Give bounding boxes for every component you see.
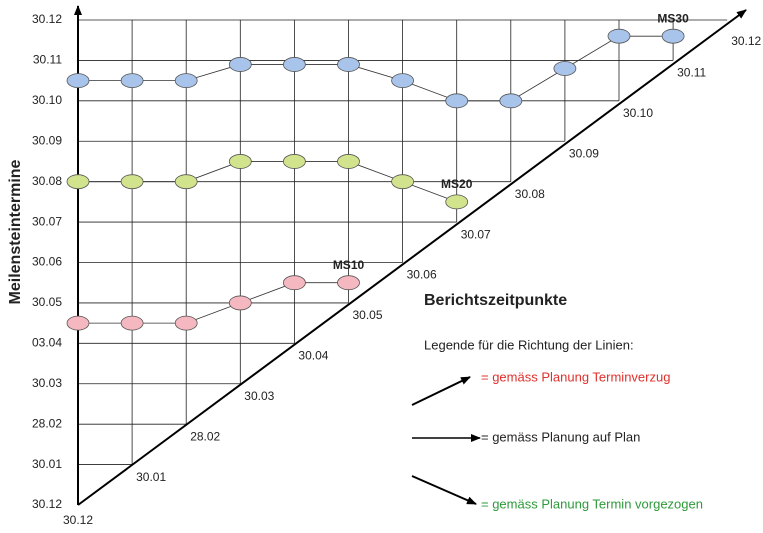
data-point	[282, 154, 306, 169]
x-tick-label: 30.01	[136, 470, 166, 484]
y-tick-label: 30.05	[32, 295, 62, 309]
series-label: MS30	[657, 11, 689, 25]
series-line	[78, 35, 674, 102]
data-point	[337, 154, 360, 169]
legend-arrow-down	[411, 475, 477, 505]
x-tick-label: 28.02	[190, 429, 220, 443]
y-tick-label: 30.06	[32, 255, 62, 269]
x-tick-label: 30.12	[731, 34, 761, 48]
data-point	[553, 61, 577, 76]
data-point	[120, 174, 144, 190]
legend-title: Legende für die Richtung der Linien:	[424, 337, 634, 352]
x-tick-label: 30.06	[407, 268, 437, 282]
data-point	[282, 275, 306, 291]
legend-text: = gemäss Planung auf Plan	[481, 429, 640, 444]
legend-text: = gemäss Planung Terminverzug	[481, 369, 670, 384]
x-tick-label: 30.04	[298, 349, 328, 363]
data-point	[66, 174, 90, 190]
y-tick-label: 28.02	[32, 416, 62, 430]
data-point	[228, 57, 252, 72]
x-tick-label: 30.03	[244, 389, 274, 403]
data-point	[391, 73, 415, 89]
data-point	[66, 73, 90, 89]
data-point	[445, 194, 469, 210]
x-tick-label: 30.07	[461, 227, 491, 241]
y-tick-label: 30.12	[32, 12, 62, 26]
series-label: MS20	[441, 177, 473, 191]
data-point	[120, 73, 144, 89]
y-tick-label: 30.01	[32, 457, 62, 471]
data-point	[174, 315, 198, 331]
y-tick-label: 30.03	[32, 376, 62, 390]
data-point	[661, 28, 685, 44]
x-axis	[77, 9, 747, 506]
data-point	[391, 174, 415, 190]
x-tick-label: 30.05	[353, 308, 383, 322]
x-tick-label: 30.08	[515, 187, 545, 201]
y-tick-label: 30.08	[32, 174, 62, 188]
y-tick-label: 30.09	[32, 133, 62, 147]
data-point	[120, 315, 144, 331]
data-point	[228, 154, 252, 169]
y-tick-label: 30.10	[32, 93, 62, 107]
data-point	[337, 275, 360, 291]
data-point	[174, 174, 198, 190]
x-tick-label: 30.12	[63, 513, 93, 527]
series-label: MS10	[333, 258, 365, 272]
y-tick-label: 30.11	[33, 53, 62, 67]
data-point	[607, 28, 631, 44]
x-tick-label: 30.11	[677, 66, 706, 80]
data-point	[228, 295, 252, 311]
data-point	[445, 93, 469, 109]
x-tick-label: 30.10	[623, 106, 653, 120]
data-point	[174, 73, 198, 89]
data-point	[337, 57, 360, 72]
y-tick-label: 30.12	[32, 497, 62, 511]
y-axis-label: Meilensteintermine	[7, 159, 24, 304]
x-axis-label: Berichtszeitpunkte	[424, 292, 567, 309]
y-tick-label: 30.07	[32, 214, 62, 228]
legend-arrow-up	[411, 376, 471, 406]
x-tick-label: 30.09	[569, 146, 599, 160]
y-tick-label: 03.04	[32, 336, 62, 350]
data-point	[499, 93, 523, 109]
data-point	[282, 57, 306, 72]
data-point	[66, 315, 90, 331]
legend-text: = gemäss Planung Termin vorgezogen	[481, 496, 703, 511]
